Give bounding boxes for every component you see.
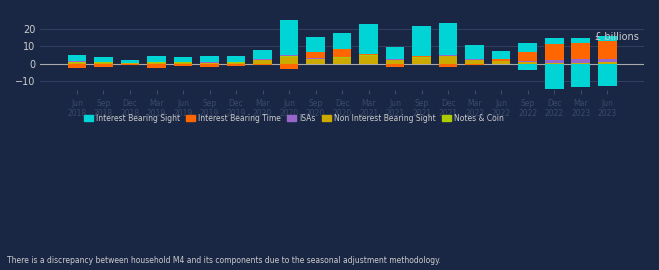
Bar [200,63,219,64]
Text: There is a discrepancy between household M4 and its components due to the season: There is a discrepancy between household… [7,256,440,265]
Bar [413,58,431,64]
Bar [200,56,219,62]
Bar [359,56,378,64]
Bar [571,63,590,64]
Bar [519,64,537,70]
Bar [121,60,139,63]
Bar [68,61,86,62]
Bar [359,24,378,54]
Bar [121,64,139,65]
Bar [253,59,272,60]
Bar [386,59,405,60]
Bar [147,63,166,64]
Bar [280,56,299,57]
Bar [545,64,563,89]
Bar [280,55,299,56]
Bar [465,59,484,60]
Bar [359,55,378,56]
Bar [519,62,537,64]
Bar [386,64,405,67]
Bar [94,64,113,67]
Bar [519,43,537,52]
Bar [333,58,351,64]
Bar [333,33,351,49]
Bar [306,52,325,58]
Bar [545,43,563,60]
Bar [227,64,245,66]
Bar [174,64,192,66]
Bar [280,57,299,64]
Bar [147,56,166,62]
Bar [598,41,617,59]
Bar [598,59,617,62]
Bar [174,63,192,64]
Bar [386,47,405,59]
Bar [68,55,86,61]
Bar [94,63,113,64]
Bar [200,62,219,63]
Bar [333,49,351,57]
Bar [439,55,457,56]
Bar [174,62,192,63]
Bar [519,61,537,62]
Bar [413,56,431,57]
Bar [545,38,563,43]
Bar [227,63,245,64]
Bar [68,62,86,63]
Bar [94,57,113,62]
Bar [545,60,563,63]
Bar [492,60,511,61]
Bar [439,23,457,55]
Bar [571,59,590,63]
Bar [68,63,86,64]
Bar [200,64,219,67]
Bar [465,45,484,59]
Bar [227,56,245,62]
Bar [465,64,484,65]
Bar [306,37,325,52]
Bar [94,62,113,63]
Bar [280,14,299,55]
Bar [253,64,272,65]
Bar [386,60,405,64]
Bar [492,61,511,64]
Bar [147,64,166,68]
Text: £ billions: £ billions [595,32,639,42]
Bar [492,59,511,60]
Bar [413,26,431,56]
Bar [598,36,617,41]
Bar [121,63,139,64]
Bar [147,62,166,63]
Bar [519,52,537,61]
Bar [439,56,457,64]
Bar [68,64,86,68]
Bar [439,64,457,67]
Bar [306,58,325,59]
Bar [413,57,431,58]
Bar [598,62,617,64]
Bar [571,38,590,43]
Bar [545,63,563,64]
Bar [253,60,272,64]
Legend: Interest Bearing Sight, Interest Bearing Time, ISAs, Non Interest Bearing Sight,: Interest Bearing Sight, Interest Bearing… [80,111,507,126]
Bar [571,64,590,87]
Bar [571,43,590,59]
Bar [492,51,511,59]
Bar [598,64,617,86]
Bar [333,57,351,58]
Bar [359,54,378,55]
Bar [306,59,325,64]
Bar [227,62,245,63]
Bar [280,64,299,69]
Bar [253,50,272,59]
Bar [174,58,192,62]
Bar [465,60,484,64]
